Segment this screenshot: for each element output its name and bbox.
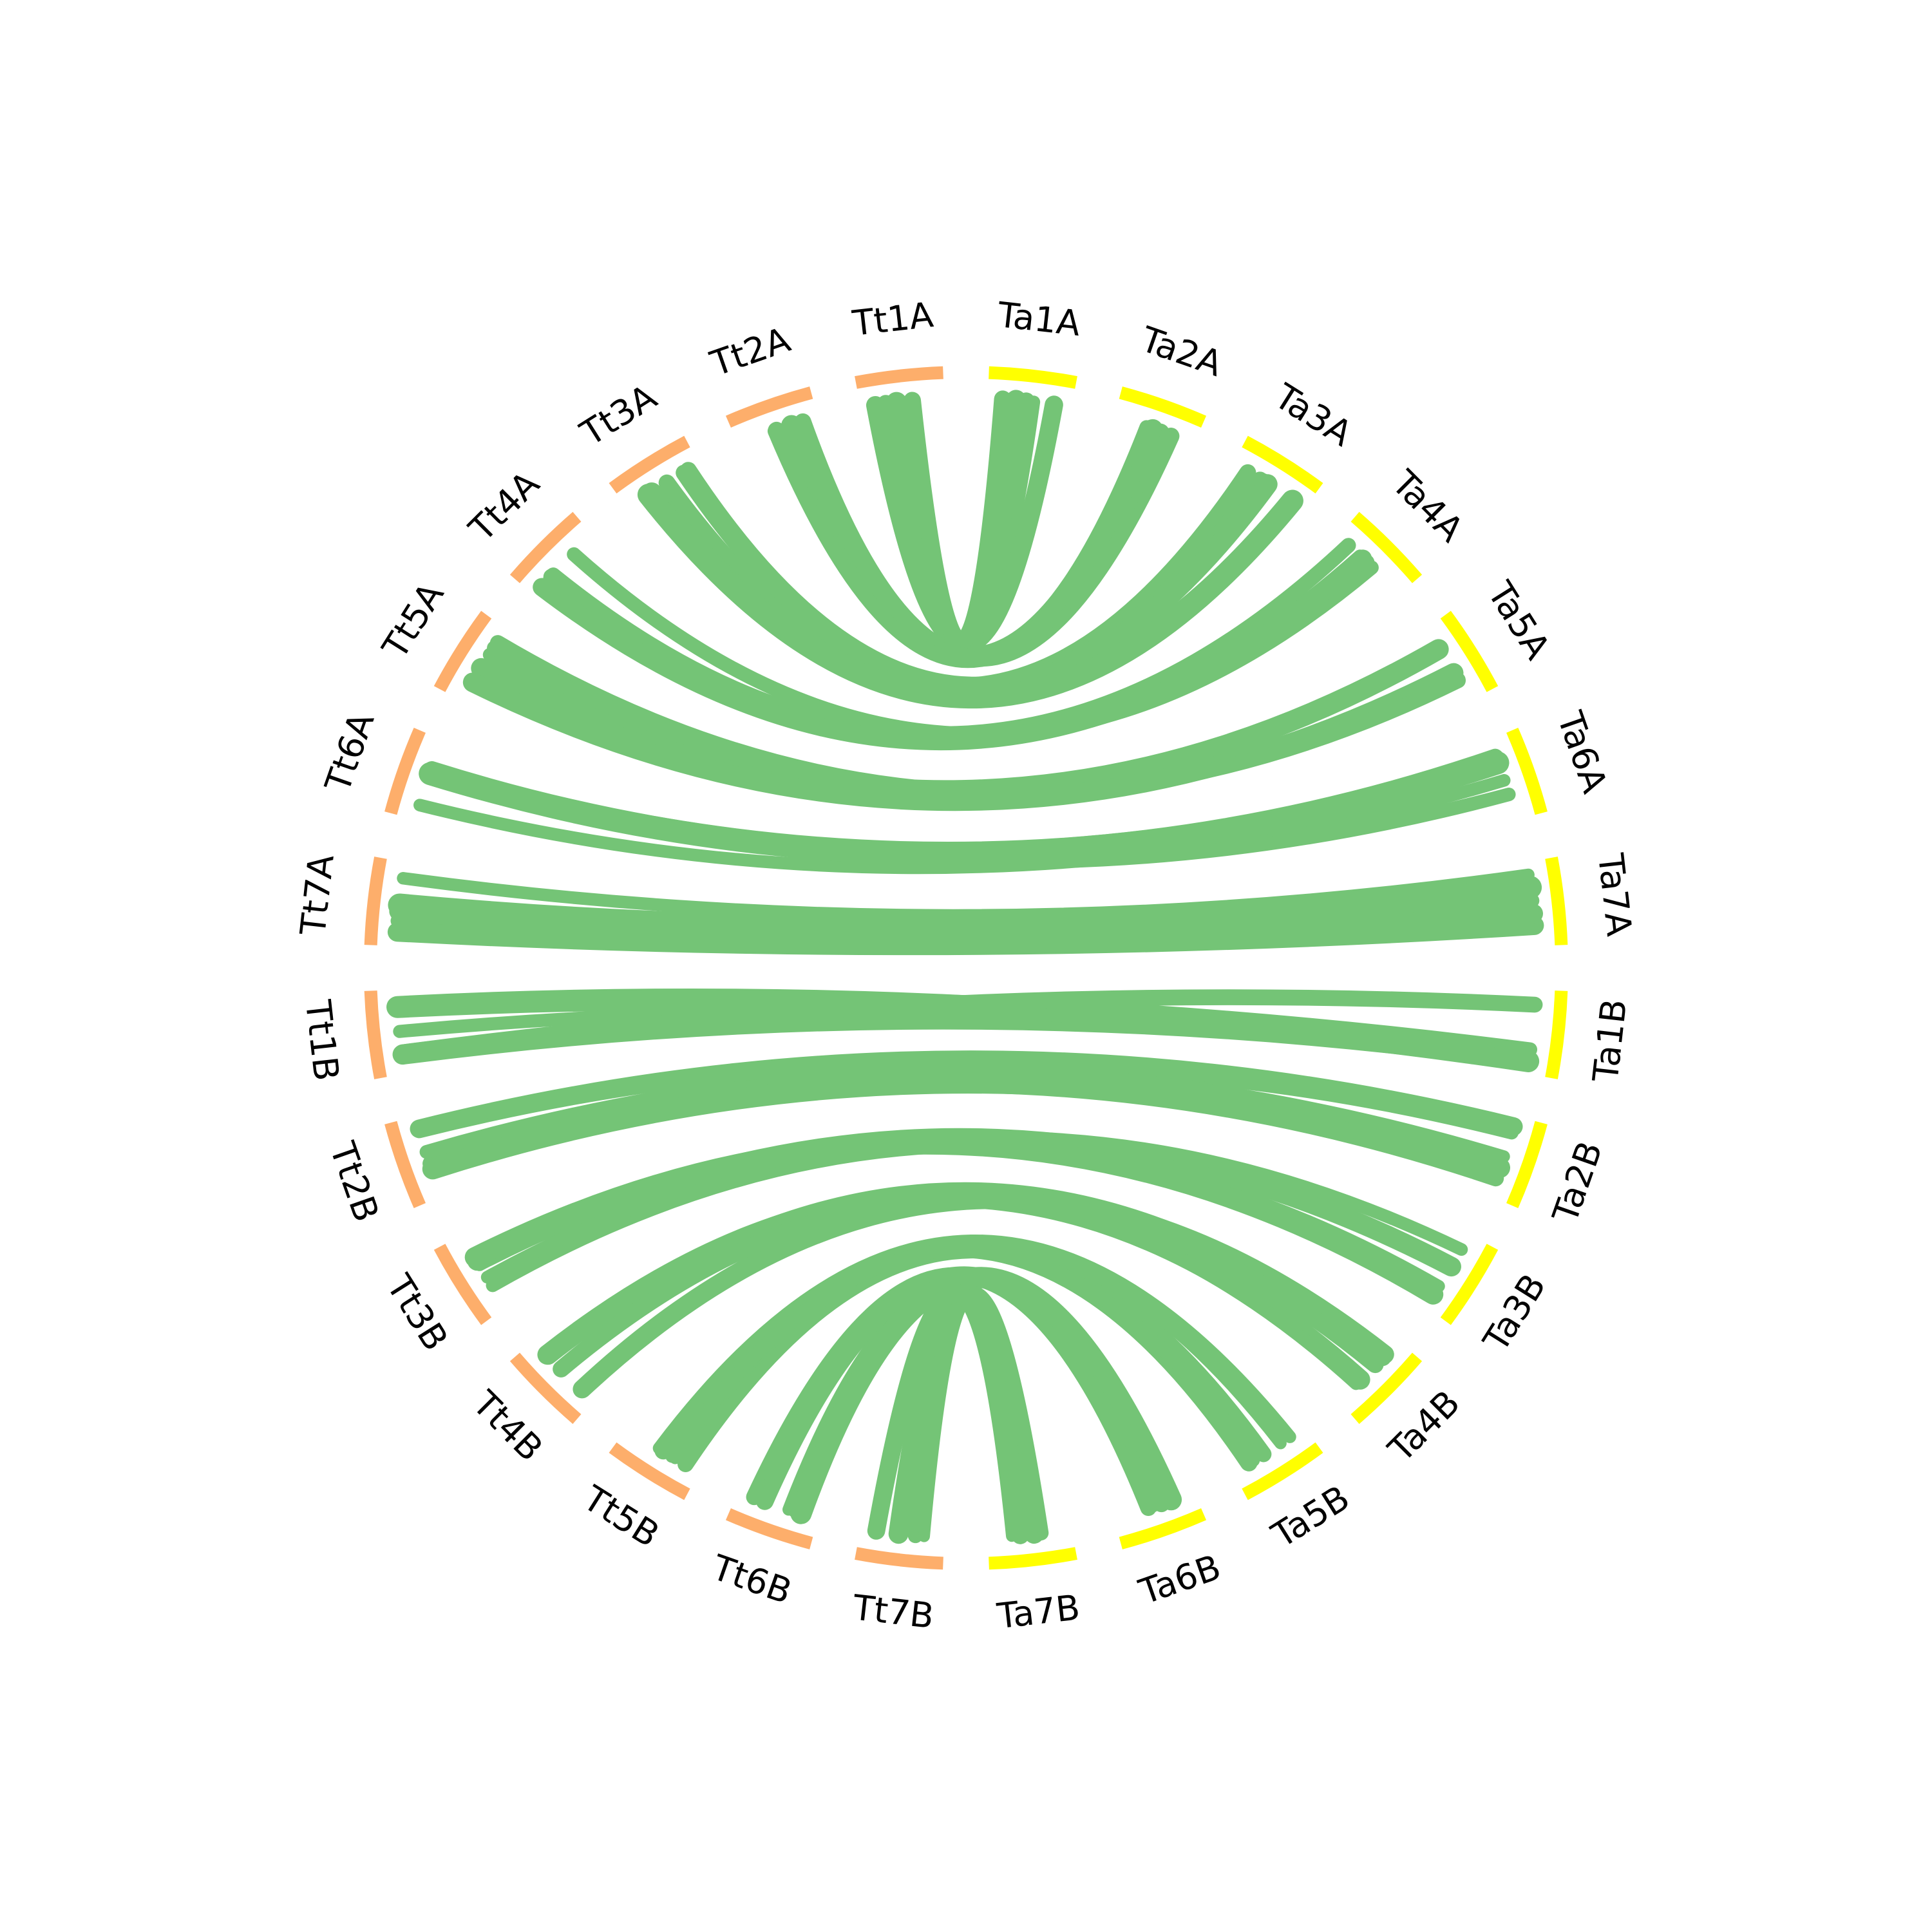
label-tt4b: Tt4B — [464, 1383, 551, 1469]
ideogram-ta2b — [1506, 1121, 1548, 1209]
label-tt1b: Tt1B — [298, 998, 347, 1083]
ideogram-ta3a — [1242, 435, 1323, 494]
label-ta4b: Ta4B — [1380, 1383, 1468, 1470]
label-ta1a: Ta1A — [995, 294, 1083, 344]
label-ta3b: Ta3B — [1475, 1267, 1554, 1359]
label-tt5b: Tt5B — [576, 1477, 667, 1555]
ideogram-tt1a — [855, 366, 943, 389]
ideogram-tt3b — [433, 1244, 492, 1325]
label-ta2a: Ta2A — [1135, 319, 1227, 384]
label-ta5b: Ta5B — [1264, 1477, 1356, 1556]
ideogram-ta2a — [1119, 386, 1207, 428]
label-ta2b: Ta2B — [1544, 1136, 1610, 1228]
link-tt2b-ta2b — [412, 1061, 1510, 1163]
link-tt4b-ta4b — [553, 1189, 1384, 1378]
label-tt6a: Tt6A — [317, 707, 382, 797]
ideogram-ta1b — [1545, 990, 1568, 1079]
label-ta7b: Ta7B — [994, 1587, 1082, 1636]
link-tt3a-ta3a — [637, 484, 1303, 709]
link-tt2a-ta2a — [767, 423, 1162, 666]
link-tt1b-ta1b — [393, 1004, 1535, 1066]
label-ta7a: Ta7A — [1590, 851, 1640, 938]
label-tt2b: Tt2B — [322, 1137, 387, 1227]
ideogram-tt7b — [855, 1547, 943, 1570]
label-tt6b: Tt6B — [706, 1547, 797, 1612]
label-tt3a: Tt3A — [573, 376, 664, 454]
ideogram-tt4b — [509, 1352, 582, 1425]
ideogram-tt1b — [364, 990, 387, 1079]
label-tt7b: Tt7B — [850, 1587, 936, 1636]
label-ta4a: Ta4A — [1384, 462, 1472, 550]
label-tt4a: Tt4A — [461, 463, 547, 549]
ideogram-ta6b — [1119, 1508, 1207, 1549]
ideogram-ta5b — [1242, 1442, 1323, 1501]
label-tt5a: Tt5A — [374, 576, 452, 667]
ideogram-ta7b — [989, 1547, 1077, 1570]
ideogram-tt2a — [725, 386, 813, 428]
ideogram-tt5a — [433, 611, 492, 692]
link-tt5b-ta5b — [665, 1243, 1260, 1467]
ideogram-ta6a — [1506, 727, 1548, 815]
label-ta6a: Ta6A — [1549, 706, 1615, 798]
link-tt4a-ta4a — [533, 549, 1372, 751]
ideogram-ta7a — [1545, 857, 1568, 945]
label-ta3a: Ta3A — [1267, 375, 1359, 454]
ideogram-tt5b — [609, 1442, 690, 1501]
chromosome-ideograms — [364, 366, 1568, 1570]
ideogram-ta1a — [989, 366, 1077, 389]
label-tt3b: Tt3B — [378, 1267, 456, 1358]
ideogram-ta5a — [1440, 611, 1499, 692]
link-tt7b-ta7b — [867, 1283, 1030, 1544]
link-tt7a-ta7a — [389, 901, 1544, 946]
ideogram-ta3b — [1440, 1244, 1499, 1325]
label-ta5a: Ta5A — [1479, 574, 1558, 667]
label-tt1a: Tt1A — [850, 294, 936, 344]
link-tt6a-ta6a — [419, 751, 1510, 865]
label-tt7a: Tt7A — [292, 853, 342, 938]
ideogram-tt6a — [384, 727, 426, 815]
label-ta6b: Ta6B — [1133, 1547, 1226, 1613]
link-tt2b-ta2b — [422, 1072, 1511, 1180]
ideogram-tt2b — [384, 1121, 426, 1209]
synteny-links — [386, 390, 1544, 1544]
link-tt1a-ta1a — [904, 390, 1012, 650]
ideogram-ta4a — [1350, 511, 1423, 583]
ideogram-tt7a — [364, 857, 387, 945]
link-tt6b-ta6b — [790, 1267, 1182, 1524]
ideogram-ta4b — [1350, 1352, 1423, 1425]
ideogram-tt6b — [725, 1508, 813, 1549]
ideogram-tt4a — [509, 511, 582, 583]
label-ta1b: Ta1B — [1585, 997, 1634, 1084]
ideogram-tt3a — [609, 435, 690, 494]
link-tt3b-ta3b — [464, 1134, 1444, 1305]
link-tt1b-ta1b — [394, 989, 1543, 1061]
link-tt5a-ta5a — [487, 640, 1466, 802]
label-tt2a: Tt2A — [705, 319, 795, 384]
